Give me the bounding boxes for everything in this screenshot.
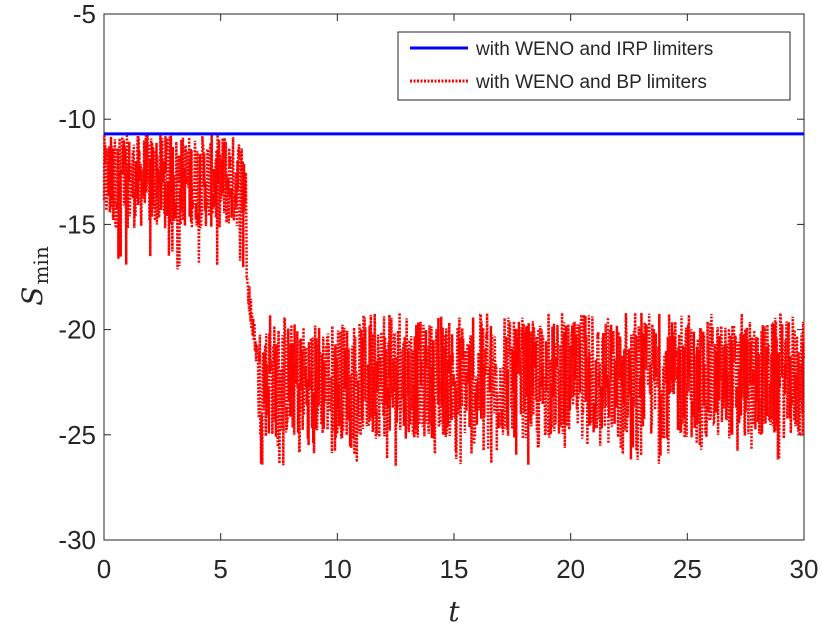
series-line-bp [102, 134, 806, 466]
plot-area [103, 13, 805, 541]
y-axis-label: Smin [16, 246, 53, 306]
x-axis-ticks: 0 5 10 15 20 25 30 [97, 14, 819, 584]
y-axis-label-sub: min [29, 246, 53, 284]
x-tick-label: 0 [97, 554, 111, 584]
y-tick-label: -5 [73, 0, 96, 29]
legend-label-bp: with WENO and BP limiters [475, 72, 707, 93]
y-axis-ticks: -5 -10 -15 -20 -25 -30 [58, 0, 804, 555]
x-tick-label: 5 [213, 554, 227, 584]
legend: with WENO and IRP limiters with WENO and… [397, 31, 791, 101]
x-tick-label: 25 [673, 554, 702, 584]
legend-label-irp: with WENO and IRP limiters [475, 39, 713, 60]
series-layer [102, 132, 806, 466]
x-axis-label: t [448, 595, 460, 627]
y-tick-label: -15 [58, 209, 96, 239]
y-axis-label-main: S [16, 287, 49, 306]
y-tick-label: -25 [58, 420, 96, 450]
x-tick-label: 15 [440, 554, 469, 584]
y-tick-label: -30 [58, 525, 96, 555]
x-tick-label: 10 [323, 554, 352, 584]
x-tick-label: 30 [790, 554, 819, 584]
y-tick-label: -10 [58, 104, 96, 134]
y-tick-label: -20 [58, 315, 96, 345]
x-tick-label: 20 [556, 554, 585, 584]
legend-box [397, 31, 791, 101]
